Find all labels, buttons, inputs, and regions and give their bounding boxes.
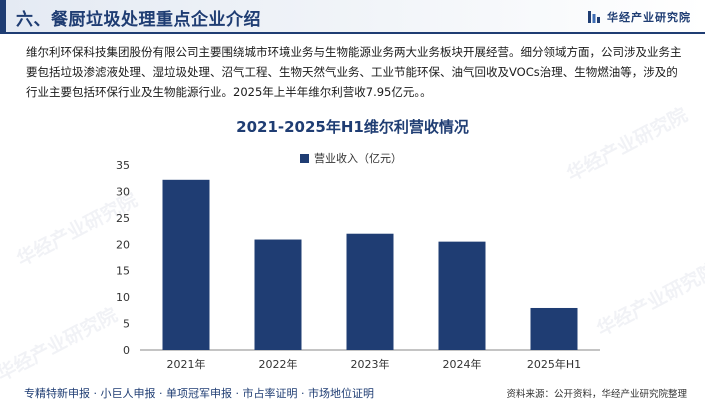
y-tick-label: 0 xyxy=(123,344,130,357)
y-tick-label: 20 xyxy=(116,238,130,251)
x-tick-label: 2025年H1 xyxy=(527,357,581,371)
legend-swatch xyxy=(300,153,309,163)
source-note: 资料来源：公开资料，华经产业研究院整理 xyxy=(506,389,687,400)
bar-chart: 0 5 10 15 20 25 30 35 2021年 2022年 2023年 2024年 2025年H… xyxy=(116,159,600,371)
bar-2 xyxy=(254,239,302,350)
bar-5 xyxy=(530,307,578,350)
footer-services: 专精特新申报 · 小巨人申报 · 单项冠军申报 · 市占率证明 · 市场地位证明 xyxy=(24,387,374,400)
brand-logo-icon xyxy=(588,11,600,23)
x-tick-label: 2024年 xyxy=(443,357,482,371)
legend-label: 营业收入（亿元） xyxy=(314,152,402,165)
y-tick-label: 10 xyxy=(116,291,130,304)
header-band: 六、餐厨垃圾处理重点企业介绍 华经产业研究院 xyxy=(0,0,705,34)
brand: 华经产业研究院 xyxy=(587,9,691,25)
y-tick-label: 30 xyxy=(116,185,130,198)
bar-1 xyxy=(162,179,210,350)
y-tick-label: 5 xyxy=(123,318,130,331)
page-title: 六、餐厨垃圾处理重点企业介绍 xyxy=(16,10,261,30)
y-tick-label: 15 xyxy=(116,265,130,278)
bar-4 xyxy=(438,241,486,350)
y-tick-label: 35 xyxy=(116,159,130,172)
y-tick-label: 25 xyxy=(116,212,130,225)
bar-3 xyxy=(346,233,394,350)
x-tick-label: 2023年 xyxy=(351,357,390,371)
brand-name: 华经产业研究院 xyxy=(607,11,691,24)
chart-legend: 营业收入（亿元） xyxy=(300,150,402,166)
x-tick-label: 2021年 xyxy=(167,357,206,371)
intro-paragraph: 维尔利环保科技集团股份有限公司主要围绕城市环境业务与生物能源业务两大业务板块开展… xyxy=(26,45,682,99)
x-tick-label: 2022年 xyxy=(259,357,298,371)
header-accent-bar xyxy=(0,0,6,32)
chart-title: 2021-2025年H1维尔利营收情况 xyxy=(236,118,469,136)
